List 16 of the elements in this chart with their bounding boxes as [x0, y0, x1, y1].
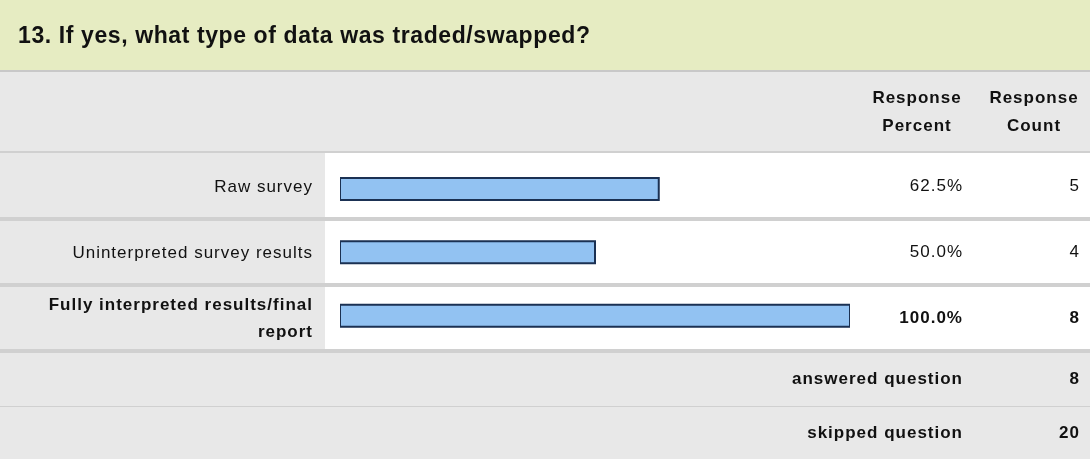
text: 5: [1069, 176, 1080, 196]
text: 8: [1069, 308, 1080, 328]
data-label: 100.0%: [899, 308, 963, 328]
text: answered question: [792, 369, 963, 390]
text: 8: [1069, 369, 1080, 390]
text: 4: [1069, 242, 1080, 262]
chart-title: 13. If yes, what type of data was traded/swapped?: [18, 21, 591, 49]
text: 20: [1059, 422, 1080, 443]
text: skipped question: [807, 422, 963, 443]
data-label: 50.0%: [909, 242, 963, 262]
text: Response Percent: [871, 86, 963, 137]
y-tick-label: Raw survey: [214, 175, 313, 198]
data-label: 62.5%: [909, 176, 963, 196]
y-tick-label: Fully interpreted results/final report: [47, 294, 313, 343]
y-tick-label: Uninterpreted survey results: [72, 241, 313, 264]
text: Response Count: [988, 86, 1080, 137]
